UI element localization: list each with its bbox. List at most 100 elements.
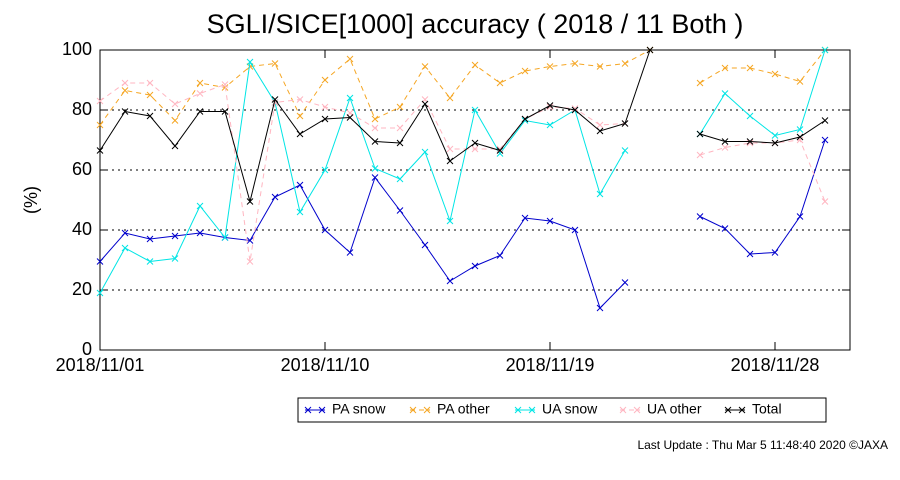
point-marker (821, 46, 829, 54)
point-marker (721, 144, 729, 151)
point-marker (621, 147, 629, 154)
point-marker (621, 120, 629, 127)
point-marker (246, 237, 254, 244)
x-tick-label: 2018/11/28 (731, 355, 820, 375)
y-tick-label: 80 (72, 99, 92, 119)
legend-label: Total (752, 401, 782, 417)
point-marker (271, 96, 279, 103)
point-marker (421, 148, 429, 156)
point-marker (396, 139, 404, 147)
y-tick-label: 100 (62, 39, 92, 59)
point-marker (546, 217, 554, 225)
point-marker (446, 94, 454, 102)
point-marker (321, 166, 329, 174)
point-marker (496, 145, 504, 153)
point-marker (296, 181, 304, 189)
point-marker (421, 241, 429, 249)
legend-marker (318, 406, 326, 414)
legend-marker (738, 406, 746, 414)
legend-marker (423, 406, 431, 414)
series-line (99, 60, 626, 294)
point-marker (346, 249, 354, 256)
point-marker (521, 117, 529, 124)
point-marker (596, 121, 604, 129)
point-marker (296, 208, 304, 216)
point-marker (796, 213, 804, 220)
point-marker (596, 190, 604, 198)
y-axis-label: (%) (21, 186, 41, 214)
point-marker (446, 277, 454, 285)
point-marker (346, 94, 354, 102)
point-marker (196, 90, 204, 97)
point-marker (746, 138, 754, 145)
point-marker (396, 103, 404, 111)
series-line (99, 176, 626, 309)
y-tick-label: 60 (72, 159, 92, 179)
point-marker (546, 121, 554, 129)
y-tick-label: 20 (72, 279, 92, 299)
point-marker (121, 229, 129, 237)
y-tick-label: 40 (72, 219, 92, 239)
point-marker (121, 79, 129, 87)
point-marker (721, 225, 729, 232)
point-marker (296, 130, 304, 138)
point-marker (246, 58, 254, 66)
point-marker (371, 124, 379, 132)
point-marker (621, 279, 629, 286)
point-marker (171, 100, 179, 108)
point-marker (121, 87, 129, 94)
series-line (699, 139, 826, 255)
legend-marker (514, 406, 522, 414)
x-tick-label: 2018/11/10 (281, 355, 370, 375)
point-marker (521, 214, 529, 222)
x-tick-label: 2018/11/01 (56, 355, 145, 375)
point-marker (446, 217, 454, 225)
point-marker (771, 132, 779, 139)
point-marker (721, 90, 729, 97)
point-marker (221, 108, 229, 115)
x-tick-label: 2018/11/19 (506, 355, 595, 375)
point-marker (796, 136, 804, 144)
point-marker (646, 46, 654, 54)
point-marker (121, 108, 129, 115)
point-marker (571, 106, 579, 114)
point-marker (596, 63, 604, 70)
legend-label: PA snow (332, 401, 386, 417)
point-marker (696, 79, 704, 87)
point-marker (621, 60, 629, 67)
point-marker (296, 112, 304, 120)
point-marker (396, 207, 404, 214)
chart-title: SGLI/SICE[1000] accuracy ( 2018 / 11 Bot… (207, 9, 744, 39)
point-marker (796, 78, 804, 85)
point-marker (421, 100, 429, 108)
point-marker (196, 79, 204, 87)
point-marker (221, 81, 229, 88)
point-marker (471, 145, 479, 153)
point-marker (96, 147, 104, 154)
point-marker (346, 55, 354, 63)
point-marker (396, 124, 404, 132)
point-marker (721, 64, 729, 72)
point-marker (321, 103, 329, 111)
point-marker (171, 117, 179, 124)
point-marker (321, 76, 329, 84)
point-marker (471, 139, 479, 147)
point-marker (496, 147, 504, 154)
point-marker (421, 63, 429, 70)
point-marker (471, 61, 479, 69)
point-marker (246, 198, 254, 205)
point-marker (546, 63, 554, 70)
point-marker (571, 226, 579, 234)
point-marker (171, 232, 179, 240)
point-marker (371, 115, 379, 123)
point-marker (196, 202, 204, 210)
point-marker (371, 138, 379, 145)
point-marker (346, 114, 354, 121)
point-marker (446, 157, 454, 165)
point-marker (146, 79, 154, 87)
point-marker (96, 97, 104, 105)
point-marker (796, 133, 804, 141)
point-marker (271, 60, 279, 67)
legend-marker (304, 406, 312, 414)
